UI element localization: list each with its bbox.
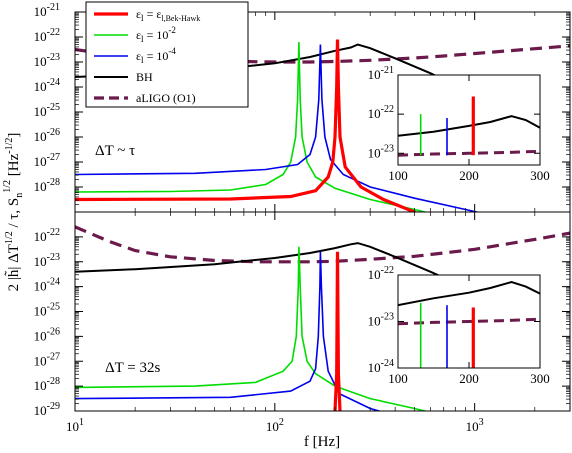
y-tick-label-top: 10-24 — [34, 77, 60, 94]
annotation-bottom: ΔT = 32s — [105, 360, 160, 376]
inset-x-tick-label: 100 — [388, 371, 408, 386]
inset-series-bh-bottom — [398, 280, 540, 307]
panel-top: 10-28 10-27 10-26 10-25 10-24 10-23 10-22 10-21… — [34, 2, 571, 213]
y-tick-label-bottom: 10-23 — [34, 252, 60, 269]
y-tick-label-top: 10-28 — [34, 177, 60, 194]
inset-y-tick-label: 10-22 — [368, 265, 394, 282]
y-tick-label-bottom: 10-22 — [34, 227, 60, 244]
inset-x-tick-label: 300 — [530, 168, 550, 183]
legend-label-bh: BH — [136, 70, 153, 84]
series-eps_bek-top — [75, 39, 418, 212]
y-tick-label-bottom: 10-26 — [34, 326, 60, 343]
legend-label-eps_1e-2: εl = 10-2 — [136, 25, 176, 44]
legend-label-aligo: aLIGO (O1) — [136, 91, 196, 105]
y-tick-label-top: 10-21 — [34, 2, 60, 19]
series-eps_1e-2-bottom — [75, 246, 429, 411]
x-tick-label: 101 — [66, 417, 84, 434]
inset-y-tick-label: 10-22 — [368, 104, 394, 121]
series-eps_bek-bottom — [333, 251, 342, 411]
panels-layer: 10-28 10-27 10-26 10-25 10-24 10-23 10-22 10-21… — [34, 2, 571, 434]
series-eps_1e-4-top — [75, 44, 481, 212]
inset-top: 100 200 300 10-23 10-22 10-21 — [368, 65, 550, 183]
series-aligo-top — [75, 44, 570, 64]
legend-box — [85, 1, 249, 108]
inset-series-bh-top — [398, 115, 540, 137]
series-eps_1e-2-top — [75, 41, 429, 212]
inset-series-bottom — [398, 280, 540, 368]
inset-x-tick-label: 200 — [459, 371, 479, 386]
inset-series-aligo-top — [398, 149, 540, 157]
legend-label-eps_1e-4: εl = 10-4 — [136, 46, 176, 65]
y-tick-label-bottom: 10-27 — [34, 351, 60, 368]
y-tick-label-bottom: 10-25 — [34, 302, 60, 319]
inset-x-tick-label: 300 — [530, 371, 550, 386]
y-axis-label: 2 |h̃| ΔT1/2 / τ, Sn1/2 [Hz-1/2] — [2, 133, 25, 292]
inset-series-aligo-bottom — [398, 317, 540, 326]
inset-y-tick-label: 10-21 — [368, 65, 394, 82]
x-axis-label: f [Hz] — [304, 434, 340, 450]
inset-x-tick-label: 200 — [459, 168, 479, 183]
legend: εl = εl,Bek-Hawk εl = 10-2 εl = 10-4 BH aLIG… — [85, 1, 249, 108]
inset-y-tick-label: 10-23 — [368, 312, 394, 329]
inset-y-tick-label: 10-24 — [368, 358, 394, 375]
y-tick-label-bottom: 10-29 — [34, 401, 60, 418]
y-tick-label-top: 10-25 — [34, 102, 60, 119]
y-tick-label-bottom: 10-24 — [34, 277, 60, 294]
legend-label-eps_bek: εl = εl,Bek-Hawk — [136, 7, 200, 23]
y-axis-label-text: 2 |h̃| ΔT1/2 / τ, Sn1/2 [Hz-1/2] — [2, 133, 25, 292]
y-tick-label-top: 10-23 — [34, 52, 60, 69]
inset-bottom: 100 200 300 10-24 10-23 10-22 — [368, 265, 550, 386]
annotation-top: ΔT ~ τ — [95, 143, 135, 159]
y-tick-label-top: 10-22 — [34, 27, 60, 44]
y-tick-label-top: 10-26 — [34, 127, 60, 144]
inset-x-tick-label: 100 — [388, 168, 408, 183]
x-tick-label: 102 — [266, 417, 284, 434]
inset-series-top — [398, 96, 540, 157]
series-aligo-bottom — [75, 225, 570, 264]
x-tick-label: 103 — [466, 417, 484, 434]
y-tick-label-top: 10-27 — [34, 152, 60, 169]
panel-bottom: 10-29 10-28 10-27 10-26 10-25 10-24 10-23 10-22… — [34, 211, 571, 434]
y-tick-label-bottom: 10-28 — [34, 376, 60, 393]
inset-y-tick-label: 10-23 — [368, 143, 394, 160]
inset-background — [398, 75, 540, 165]
